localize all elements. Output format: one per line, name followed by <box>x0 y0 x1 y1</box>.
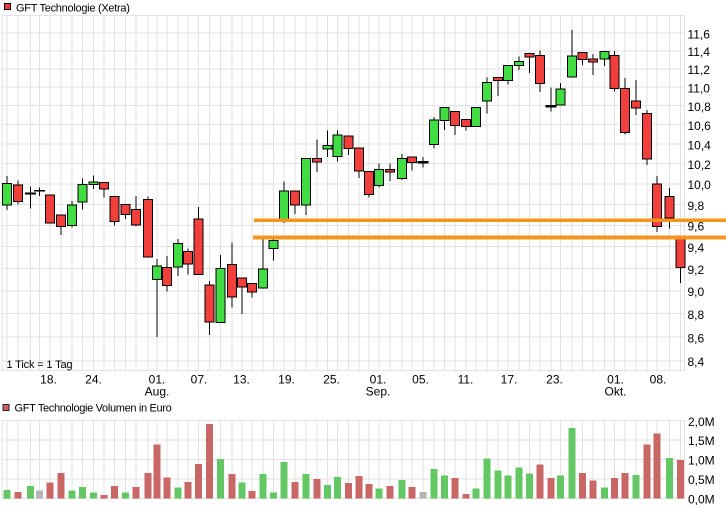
svg-text:24.: 24. <box>85 373 102 387</box>
svg-text:10,4: 10,4 <box>688 138 712 152</box>
svg-text:GFT Technologie (Xetra): GFT Technologie (Xetra) <box>16 3 130 15</box>
svg-text:9,8: 9,8 <box>688 199 705 213</box>
svg-text:05.: 05. <box>412 373 429 387</box>
svg-text:1 Tick = 1 Tag: 1 Tick = 1 Tag <box>7 359 73 371</box>
svg-text:11,6: 11,6 <box>688 28 711 42</box>
svg-text:07.: 07. <box>191 373 208 387</box>
svg-text:10,6: 10,6 <box>688 119 712 133</box>
svg-text:23.: 23. <box>546 373 563 387</box>
svg-text:10,8: 10,8 <box>688 100 712 114</box>
svg-text:9,4: 9,4 <box>688 241 705 255</box>
svg-text:8,8: 8,8 <box>688 308 705 322</box>
svg-text:01.: 01. <box>607 373 624 387</box>
svg-text:8,6: 8,6 <box>688 331 705 345</box>
svg-text:Okt.: Okt. <box>604 385 626 399</box>
svg-text:25.: 25. <box>323 373 340 387</box>
svg-text:08.: 08. <box>650 373 667 387</box>
svg-text:11,0: 11,0 <box>688 82 711 96</box>
svg-text:1,5M: 1,5M <box>688 434 715 448</box>
svg-text:1,0M: 1,0M <box>688 454 715 468</box>
svg-text:19.: 19. <box>278 373 295 387</box>
svg-text:9,0: 9,0 <box>688 285 705 299</box>
svg-text:Sep.: Sep. <box>366 385 391 399</box>
svg-text:17.: 17. <box>501 373 518 387</box>
svg-text:10,2: 10,2 <box>688 158 712 172</box>
svg-text:9,6: 9,6 <box>688 220 705 234</box>
svg-text:GFT Technologie Volumen in Eur: GFT Technologie Volumen in Euro <box>15 403 172 415</box>
svg-text:2,0M: 2,0M <box>688 415 715 429</box>
svg-text:0,5M: 0,5M <box>688 473 715 487</box>
svg-text:Aug.: Aug. <box>145 385 170 399</box>
svg-text:10,0: 10,0 <box>688 178 712 192</box>
svg-text:01.: 01. <box>370 373 387 387</box>
svg-text:13.: 13. <box>233 373 250 387</box>
svg-text:0,0M: 0,0M <box>688 493 715 507</box>
svg-text:11,2: 11,2 <box>688 63 711 77</box>
svg-text:01.: 01. <box>149 373 166 387</box>
svg-text:11.: 11. <box>458 373 474 387</box>
svg-text:8,4: 8,4 <box>688 355 705 369</box>
svg-text:11,4: 11,4 <box>688 45 711 59</box>
svg-text:18.: 18. <box>40 373 57 387</box>
svg-text:9,2: 9,2 <box>688 263 705 277</box>
